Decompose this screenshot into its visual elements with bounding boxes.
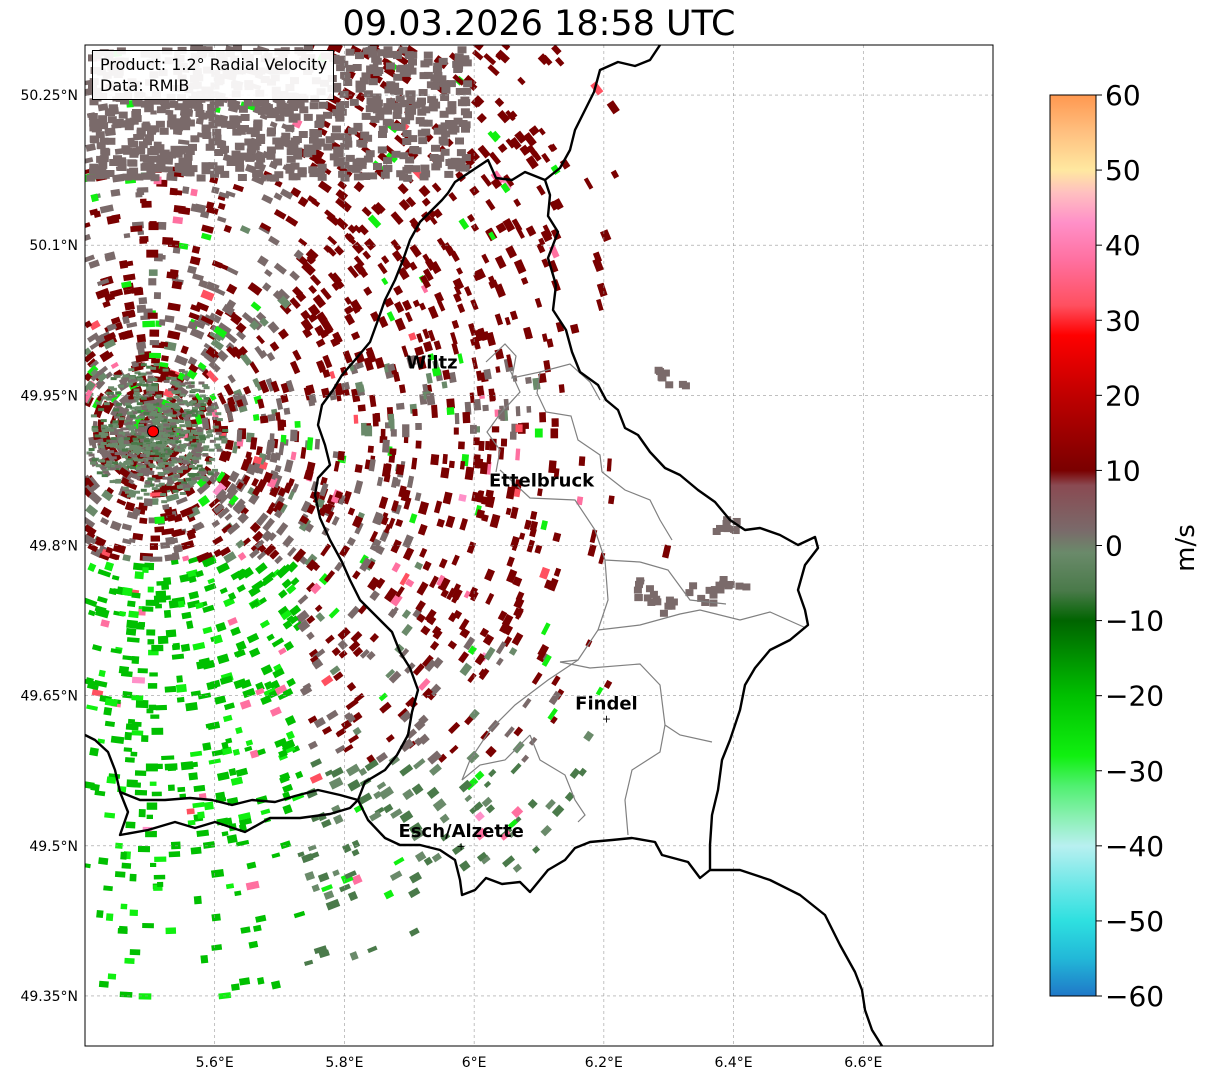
latitude-tick-label: 50.25°N: [20, 88, 78, 104]
latitude-tick-label: 49.5°N: [29, 839, 78, 855]
longitude-tick-label: 6°E: [462, 1055, 487, 1071]
radar-site-marker: [147, 425, 160, 438]
map-title: 09.03.2026 18:58 UTC: [342, 4, 736, 44]
latitude-tick-labels: 50.25°N 50.1°N 49.95°N 49.8°N 49.65°N 49.5°N 4…: [20, 88, 78, 1005]
colorbar-tick-label: 40: [1105, 229, 1141, 262]
plot-frame: [84, 44, 994, 1047]
latitude-tick-label: 49.8°N: [29, 539, 78, 555]
latitude-tick-label: 49.35°N: [20, 989, 78, 1005]
city-label: Wiltz: [406, 352, 457, 373]
colorbar-gradient: [1049, 94, 1097, 997]
colorbar-ticks: 60 50 40 30 20 10 0 −10 −20 −30 −40 −50 −60: [1096, 79, 1164, 1013]
longitude-tick-labels: 5.6°E 5.8°E 6°E 6.2°E 6.4°E 6.6°E: [196, 1055, 883, 1071]
colorbar-tick-label: −40: [1105, 830, 1164, 863]
longitude-tick-label: 5.8°E: [325, 1055, 363, 1071]
colorbar-tick-label: −50: [1105, 905, 1164, 938]
product-label: Product: 1.2° Radial Velocity: [100, 55, 328, 74]
longitude-tick-label: 5.6°E: [196, 1055, 234, 1071]
colorbar-tick-label: −60: [1105, 980, 1164, 1013]
data-source-label: Data: RMIB: [100, 76, 190, 95]
latitude-tick-label: 50.1°N: [29, 238, 78, 254]
longitude-tick-label: 6.2°E: [585, 1055, 623, 1071]
longitude-tick-label: 6.4°E: [715, 1055, 753, 1071]
city-label: Esch/Alzette: [399, 821, 524, 842]
city-marker: +: [602, 713, 611, 726]
canton-boundaries: [461, 343, 807, 836]
latitude-tick-label: 49.65°N: [20, 689, 78, 705]
city-label: Ettelbruck: [489, 470, 595, 491]
colorbar-tick-label: −30: [1105, 755, 1164, 788]
colorbar-tick-label: −20: [1105, 680, 1164, 713]
product-info-box: Product: 1.2° Radial Velocity Data: RMIB: [92, 50, 335, 100]
colorbar-tick-label: 10: [1105, 454, 1141, 487]
longitude-tick-label: 6.6°E: [844, 1055, 882, 1071]
colorbar-tick-label: 0: [1105, 530, 1123, 563]
colorbar-tick-label: 20: [1105, 379, 1141, 412]
colorbar-tick-label: 50: [1105, 154, 1141, 187]
latitude-tick-label: 49.95°N: [20, 388, 78, 404]
colorbar: 60 50 40 30 20 10 0 −10 −20 −30 −40 −50 −60 m/s: [1049, 79, 1201, 1013]
colorbar-tick-label: −10: [1105, 605, 1164, 638]
country-borders: [85, 45, 884, 1046]
colorbar-tick-label: 30: [1105, 304, 1141, 337]
city-label: Findel: [575, 694, 638, 715]
colorbar-tick-label: 60: [1105, 79, 1141, 112]
colorbar-unit-label: m/s: [1171, 524, 1201, 572]
city-marker: +: [457, 840, 466, 853]
